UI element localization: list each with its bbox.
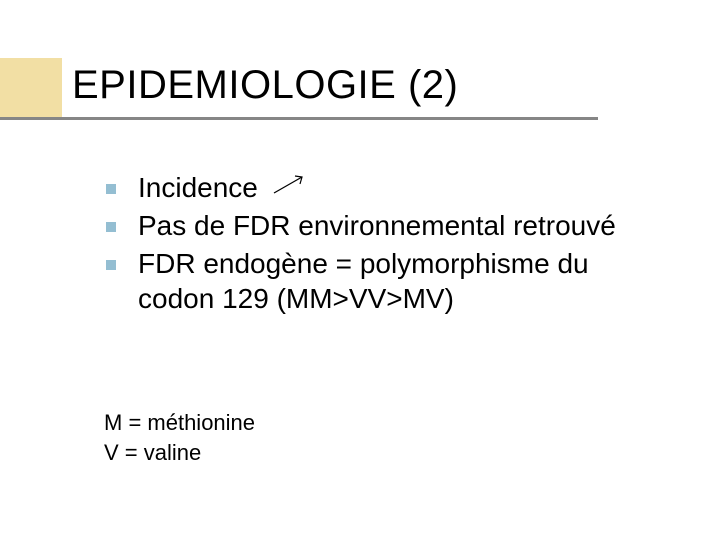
bullet-text: FDR endogène = polymorphisme du codon 12…	[138, 246, 666, 318]
title-accent-box	[0, 58, 62, 118]
square-bullet-icon	[106, 222, 116, 232]
legend: M = méthionine V = valine	[104, 408, 255, 467]
bullet-label: Incidence	[138, 172, 258, 203]
square-bullet-icon	[106, 260, 116, 270]
bullet-text: Pas de FDR environnemental retrouvé	[138, 208, 616, 244]
title-underline	[0, 117, 598, 120]
list-item: Incidence	[106, 170, 666, 206]
slide: EPIDEMIOLOGIE (2) Incidence Pas de FDR e…	[0, 0, 720, 540]
legend-line: V = valine	[104, 438, 255, 468]
slide-title: EPIDEMIOLOGIE (2)	[72, 63, 458, 108]
increase-arrow-icon	[272, 173, 310, 197]
bullet-list: Incidence Pas de FDR environnemental ret…	[106, 170, 666, 319]
list-item: FDR endogène = polymorphisme du codon 12…	[106, 246, 666, 318]
square-bullet-icon	[106, 184, 116, 194]
bullet-text: Incidence	[138, 170, 310, 206]
list-item: Pas de FDR environnemental retrouvé	[106, 208, 666, 244]
legend-line: M = méthionine	[104, 408, 255, 438]
